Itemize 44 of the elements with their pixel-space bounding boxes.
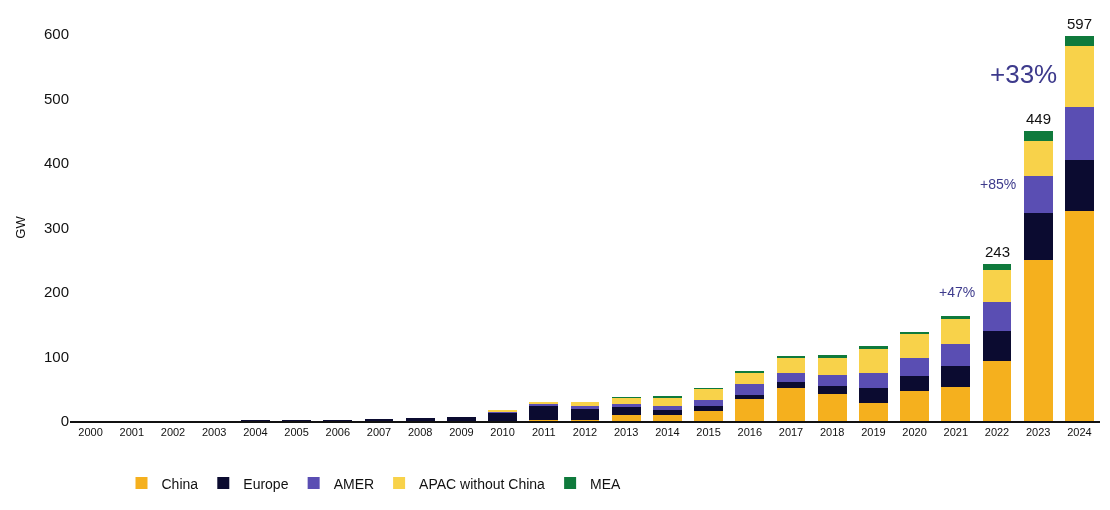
annotation: +85% <box>980 176 1017 192</box>
x-tick-label: 2012 <box>572 425 598 438</box>
legend-label: Europe <box>243 475 289 492</box>
x-tick-label: 2001 <box>119 425 145 438</box>
x-tick-label: 2009 <box>449 425 474 438</box>
x-tick-label: 2007 <box>366 425 392 438</box>
y-tick-label: 500 <box>43 89 69 107</box>
x-tick-label: 2010 <box>490 425 515 438</box>
x-tick-label: 2000 <box>78 425 103 438</box>
total-label: 597 <box>1067 15 1093 32</box>
annotation: +47% <box>939 284 976 300</box>
x-tick-label: 2018 <box>819 425 845 438</box>
y-axis-title: GW <box>12 215 28 239</box>
x-tick-label: 2003 <box>201 425 227 438</box>
x-tick-label: 2004 <box>243 425 268 438</box>
x-tick-label: 2023 <box>1025 425 1051 438</box>
x-tick-label: 2002 <box>160 425 186 438</box>
y-tick-label: 400 <box>43 154 69 172</box>
y-tick-label: 200 <box>43 283 69 301</box>
x-tick-label: 2015 <box>696 425 721 438</box>
annotation: +33% <box>990 59 1058 89</box>
legend-label: APAC without China <box>419 475 546 492</box>
total-label: 449 <box>1026 110 1052 127</box>
y-tick-label: 0 <box>60 412 69 430</box>
x-tick-label: 2008 <box>407 425 433 438</box>
y-tick-label: 600 <box>43 25 69 43</box>
x-tick-label: 2016 <box>737 425 763 438</box>
x-tick-label: 2005 <box>284 425 309 438</box>
x-tick-label: 2024 <box>1067 425 1092 438</box>
legend-label: MEA <box>590 475 622 492</box>
x-tick-label: 2013 <box>613 425 639 438</box>
total-label: 243 <box>985 243 1011 260</box>
legend-label: AMER <box>333 475 375 492</box>
y-tick-label: 100 <box>43 347 69 365</box>
legend-label: China <box>161 475 199 492</box>
x-tick-label: 2021 <box>943 425 969 438</box>
y-tick-label: 300 <box>43 218 69 236</box>
x-tick-label: 2017 <box>778 425 804 438</box>
x-tick-label: 2011 <box>531 425 556 438</box>
x-tick-label: 2019 <box>861 425 886 438</box>
x-tick-label: 2022 <box>984 425 1010 438</box>
x-tick-label: 2006 <box>325 425 351 438</box>
x-tick-label: 2014 <box>655 425 680 438</box>
x-tick-label: 2020 <box>902 425 927 438</box>
